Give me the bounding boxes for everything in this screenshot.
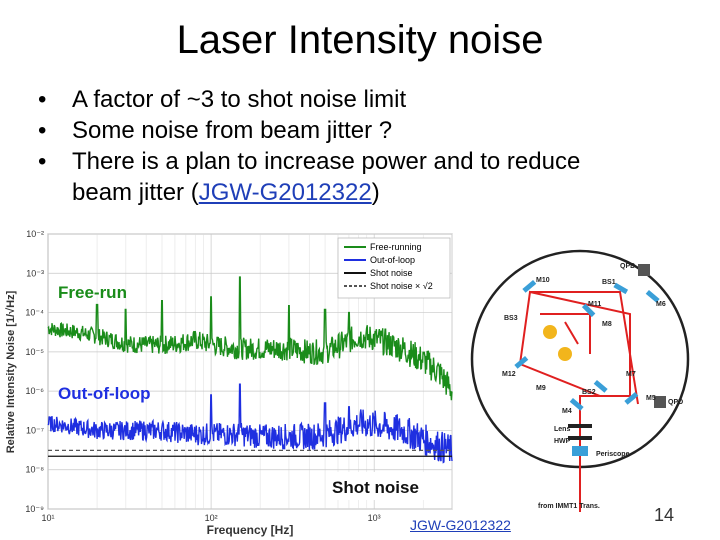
diagram-label: M4 [562, 408, 572, 415]
noise-chart: 10¹ 10² 10³ 10⁻² 10⁻³ 10⁻⁴ 10⁻⁵ 10⁻⁶ 10⁻⁷ 10⁻⁸ 10⁻… [0, 226, 470, 540]
qpd-icon [654, 396, 666, 408]
bullet-list: A factor of ~3 to shot noise limit Some … [38, 84, 580, 208]
beam-path-branch [530, 291, 639, 405]
bullet-item: A factor of ~3 to shot noise limit [38, 84, 580, 115]
y-tick-label: 10⁻² [26, 229, 44, 239]
diagram-label: QPD [668, 399, 683, 406]
bullet-item: There is a plan to increase power and to… [38, 146, 580, 208]
diagram-label: M6 [656, 301, 666, 308]
lens-icon [543, 325, 557, 339]
legend: Free-running Out-of-loop Shot noise Shot… [337, 237, 451, 299]
y-tick-label: 10⁻⁸ [25, 465, 44, 475]
shot-noise-label-bg [326, 472, 446, 500]
x-tick-label: 10² [205, 513, 218, 523]
diagram-label: Lens [554, 426, 570, 433]
diagram-label: M8 [602, 321, 612, 328]
mirror-icon [593, 379, 608, 393]
diagram-label: BS1 [602, 279, 616, 286]
page-title: Laser Intensity noise [176, 18, 544, 62]
periscope-icon [572, 446, 588, 456]
lens-icon [558, 347, 572, 361]
legend-label: Shot noise [370, 268, 413, 278]
legend-label: Shot noise × √2 [370, 281, 433, 291]
mirror-icon [569, 397, 584, 411]
y-tick-label: 10⁻⁵ [26, 347, 45, 357]
y-tick-label: 10⁻³ [26, 268, 44, 278]
mirror-icon [645, 289, 660, 303]
mirror-icon [613, 282, 629, 295]
diagram-label: Periscope [596, 451, 630, 458]
annotation-free-run: Free-run [58, 283, 127, 302]
annotation-out-of-loop: Out-of-loop [58, 384, 151, 403]
y-tick-label: 10⁻⁷ [26, 425, 44, 435]
diagram-label: M10 [536, 277, 550, 284]
page-number: 14 [654, 505, 675, 525]
diagram-labels: QPD M10 BS1 M6 M11 BS3 M8 M7 M12 M9 BS2 … [502, 263, 683, 510]
diagram-label: BS3 [504, 315, 518, 322]
tick-labels: 10¹ 10² 10³ 10⁻² 10⁻³ 10⁻⁴ 10⁻⁵ 10⁻⁶ 10⁻⁷ 10⁻⁸ 10⁻… [25, 229, 380, 523]
y-tick-label: 10⁻⁹ [25, 504, 44, 514]
bullet-text: A factor of ~3 to shot noise limit [72, 86, 407, 113]
bullet-text: There is a plan to increase power and to… [72, 148, 581, 175]
qpd-icon [638, 264, 650, 276]
y-axis-label: Relative Intensity Noise [1/√Hz] [5, 290, 17, 453]
series-line-out-of-loop [47, 383, 453, 464]
document-link[interactable]: JGW-G2012322 [198, 179, 372, 206]
diagram-label: from IMMT1 Trans. [538, 503, 600, 510]
annotation-shot-noise: Shot noise [332, 478, 419, 497]
x-tick-label: 10³ [368, 513, 381, 523]
x-tick-label: 10¹ [41, 513, 54, 523]
series-line-free-running [47, 276, 453, 401]
series-layer [47, 276, 453, 464]
optical-layout-diagram: QPD M10 BS1 M6 M11 BS3 M8 M7 M12 M9 BS2 … [470, 249, 690, 512]
bullet-text: ) [371, 179, 380, 206]
x-axis-label: Frequency [Hz] [207, 523, 294, 537]
legend-label: Out-of-loop [370, 255, 415, 265]
diagram-label: HWP [554, 438, 571, 445]
diagram-label: M5 [646, 395, 656, 402]
mirror-icon [522, 279, 537, 293]
footer-document-link[interactable]: JGW-G2012322 [410, 517, 511, 533]
diagram-label: M11 [588, 301, 601, 308]
hwp-element-icon [568, 436, 592, 440]
bullet-text: Some noise from beam jitter ? [72, 117, 393, 144]
y-tick-label: 10⁻⁴ [25, 308, 44, 318]
diagram-label: QPD [620, 263, 635, 270]
lens-element-icon [568, 424, 592, 428]
diagram-label: M7 [626, 371, 636, 378]
bullet-item: Some noise from beam jitter ? [38, 115, 580, 146]
bullet-text: beam jitter ( [72, 179, 199, 206]
diagram-label: M9 [536, 385, 546, 392]
diagram-label: M12 [502, 371, 516, 378]
mirror-icon [624, 391, 639, 405]
y-tick-label: 10⁻⁶ [26, 386, 45, 396]
legend-label: Free-running [370, 242, 422, 252]
diagram-label: BS2 [582, 389, 596, 396]
mirror-icon [514, 355, 529, 369]
mirror-icon [581, 303, 596, 318]
